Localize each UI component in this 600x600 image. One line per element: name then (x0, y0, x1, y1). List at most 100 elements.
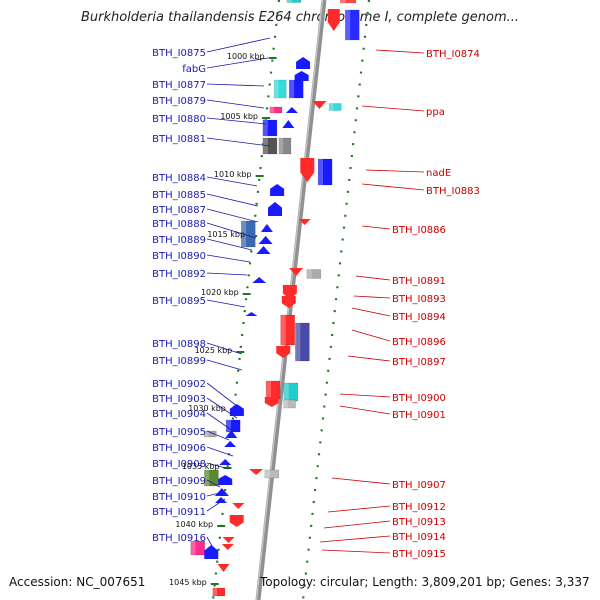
gene-arrow-forward (282, 120, 295, 128)
right-gene-label: BTH_I0913 (392, 517, 446, 528)
right-gene-label: BTH_I0891 (392, 276, 446, 287)
left-leader-line (206, 479, 221, 488)
gene-block-shade (306, 269, 312, 279)
left-gene-label: BTH_I0880 (152, 114, 206, 125)
gene-block-shade (278, 138, 284, 154)
gene-arrow-forward (258, 236, 273, 244)
gene-block (204, 469, 219, 487)
left-gene-label: BTH_I0909 (152, 476, 206, 487)
right-leader-line (321, 549, 391, 554)
scale-label: 1005 kbp (220, 112, 258, 121)
scale-label: 1030 kbp (188, 404, 226, 413)
left-leader-line (206, 222, 257, 239)
gene-block (328, 103, 342, 111)
scale-label: 1035 kbp (182, 462, 220, 471)
left-leader-line (206, 193, 259, 207)
gene-block (262, 119, 278, 137)
gene-arrow-reverse (312, 101, 327, 109)
left-gene-label: BTH_I0885 (152, 190, 206, 201)
left-gene-label: BTH_I0911 (152, 507, 206, 518)
left-leader-line (206, 176, 258, 187)
accession-text: Accession: NC_007651 (9, 575, 146, 589)
left-gene-label: BTH_I0899 (152, 356, 206, 367)
left-leader-line (206, 382, 238, 407)
gene-arrow-reverse (282, 285, 297, 299)
gene-block-shade (212, 588, 218, 596)
gene-arrow-forward (225, 430, 238, 438)
gene-block-shade (262, 120, 268, 136)
right-leader-line (319, 535, 391, 543)
gene-block (317, 158, 333, 186)
right-leader-line (353, 295, 391, 299)
gene-arrow-forward (260, 224, 273, 232)
left-gene-label: BTH_I0879 (152, 96, 206, 107)
scale-labels: 1000 kbp 1005 kbp 1010 kbp 1015 kbp 1020 kbp… (169, 52, 265, 587)
gene-block-shade (204, 431, 209, 437)
scale-label: 1010 kbp (214, 170, 252, 179)
left-leader-line (206, 412, 234, 432)
right-gene-label: BTH_I0886 (392, 225, 446, 236)
left-gene-label: BTH_I0905 (152, 427, 206, 438)
left-gene-label: BTH_I0881 (152, 134, 206, 145)
gene-arrow-forward (285, 107, 298, 113)
left-gene-label: BTH_I0887 (152, 205, 206, 216)
genome-info-text: Topology: circular; Length: 3,809,201 bp… (260, 575, 590, 589)
gene-block (241, 220, 256, 248)
gene-block-shade (269, 107, 275, 113)
label-leaders (206, 37, 425, 554)
left-leader-line (206, 208, 259, 223)
gene-arrow-reverse (289, 268, 304, 276)
gene-block-shade (204, 470, 210, 486)
left-gene-label: BTH_I0888 (152, 219, 206, 230)
gene-arrow-forward (294, 71, 309, 81)
gene-block-shade (287, 0, 292, 3)
gene-block-shade (266, 381, 271, 399)
gene-block (278, 137, 292, 155)
right-gene-label: BTH_I0897 (392, 357, 446, 368)
left-leader-line (206, 272, 248, 276)
gene-block (212, 587, 226, 597)
right-leader-line (375, 49, 425, 54)
gene-block-shade (283, 383, 289, 401)
gene-block (204, 430, 217, 438)
gene-arrow-reverse (300, 158, 315, 182)
gene-arrow-forward (229, 404, 244, 416)
gene-arrow-reverse (249, 469, 264, 475)
scale-label: 1025 kbp (195, 346, 233, 355)
left-gene-label: BTH_I0877 (152, 80, 206, 91)
right-gene-label: BTH_I0912 (392, 502, 446, 513)
right-leader-line (361, 225, 391, 230)
left-leader-line (206, 37, 271, 53)
gene-block-shade (274, 80, 279, 98)
gene-arrow-forward (270, 184, 285, 196)
right-gene-label: BTH_I0883 (426, 186, 480, 197)
left-leader-line (206, 99, 265, 109)
left-leader-line (206, 536, 213, 547)
gene-block (339, 0, 357, 4)
gene-block-shade (262, 138, 268, 154)
right-gene-label: BTH_I0914 (392, 532, 446, 543)
gene-block-shade (289, 80, 295, 98)
right-gene-label: BTH_I0901 (392, 410, 446, 421)
gene-block-shade (340, 0, 346, 3)
gene-block (288, 79, 304, 99)
gene-arrow-reverse (298, 219, 311, 225)
gene-arrow-forward (219, 459, 232, 465)
left-gene-label: fabG (182, 64, 206, 75)
gene-block (280, 314, 295, 346)
gene-arrow-reverse (222, 537, 235, 543)
left-gene-label: BTH_I0892 (152, 269, 206, 280)
gene-block (264, 469, 280, 479)
gene-arrow-reverse (264, 397, 279, 407)
gene-block-shade (329, 103, 334, 111)
gene-arrow-forward (256, 246, 271, 254)
gene-block (283, 399, 296, 409)
left-gene-label: BTH_I0898 (152, 339, 206, 350)
gene-block-shade (318, 159, 323, 185)
left-gene-label: BTH_I0903 (152, 394, 206, 405)
gene-arrow-reverse (276, 346, 291, 358)
left-gene-label: BTH_I0906 (152, 443, 206, 454)
gene-arrow-reverse (217, 564, 230, 572)
scale-label: 1000 kbp (227, 52, 265, 61)
